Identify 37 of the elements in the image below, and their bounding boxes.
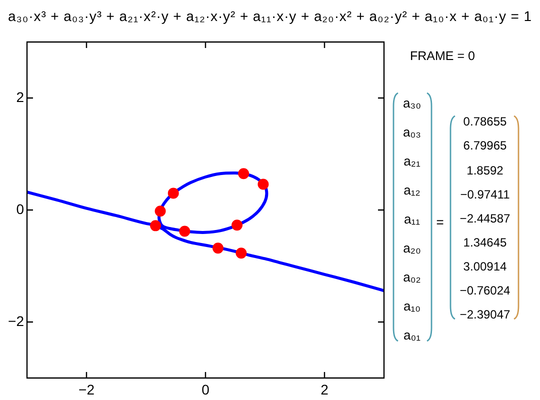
text: FRAME = 0 (410, 49, 475, 64)
data-label: 1.8592 (466, 163, 504, 178)
data-label: 1.34645 (463, 235, 507, 250)
data-label: 0.78655 (463, 114, 507, 130)
point (232, 220, 243, 231)
category-label: a₂₀ (403, 240, 421, 256)
y-tick-label: −2 (8, 312, 24, 329)
text: = (436, 214, 444, 230)
data-label: −2.44587 (460, 211, 510, 226)
point (168, 188, 179, 199)
point (258, 178, 269, 190)
y-tick-label: 2 (16, 88, 24, 105)
category-label: a₂₁ (404, 154, 420, 168)
data-label: 6.79965 (463, 138, 507, 154)
y-tick-label: 0 (16, 200, 24, 217)
line-series (27, 190, 384, 292)
category-label: a₀₃ (403, 124, 421, 140)
point (212, 242, 224, 254)
x-tick-label: 2 (320, 381, 329, 398)
category-label: a₁₀ (403, 298, 421, 314)
data-label: 3.00914 (463, 259, 507, 274)
x-tick-label: −2 (78, 381, 95, 398)
category-label: a₃₀ (403, 96, 421, 110)
category-label: a₀₂ (403, 270, 421, 284)
category-label: a₀₁ (403, 328, 421, 342)
data-label: −2.39047 (460, 308, 510, 323)
point (154, 206, 166, 217)
point (150, 220, 162, 232)
point (236, 248, 247, 259)
category-label: a₁₁ (404, 212, 420, 226)
data-label: −0.76024 (460, 284, 510, 298)
point (179, 226, 190, 237)
point (238, 168, 250, 180)
data-label: −0.97411 (460, 187, 510, 202)
category-label: a₁₂ (404, 182, 420, 198)
x-tick-label: 0 (202, 381, 210, 398)
chart-title: a₃₀·x³ + a₀₃·y³ + a₂₁·x²·y + a₁₂·x·y² + a₁₁·x·y + a₂₀·x² + a₀₂·y² + a₁₀·x + a₀₁·y = 1 (8, 8, 532, 24)
